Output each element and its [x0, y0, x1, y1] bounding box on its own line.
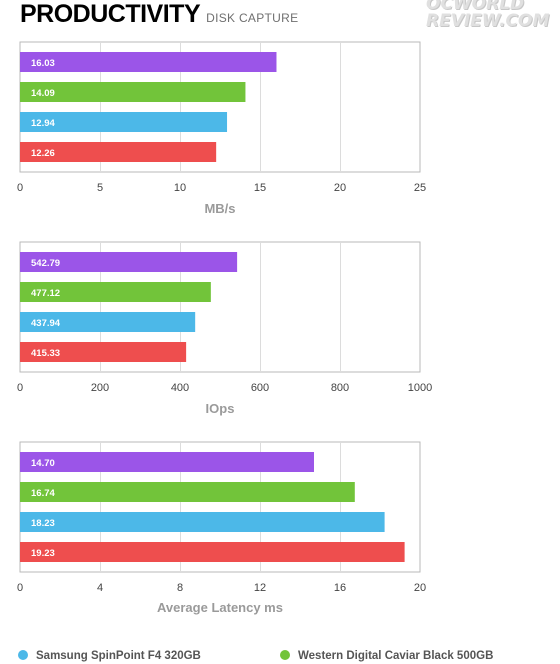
chart-2-tick-label: 800	[331, 382, 349, 394]
chart-1-bar	[20, 142, 217, 162]
chart-3-bar	[20, 452, 314, 472]
chart-3-bar-value-label: 14.70	[31, 458, 55, 469]
chart-1-bar	[20, 52, 277, 72]
legend-label-wd: Western Digital Caviar Black 500GB	[298, 650, 494, 662]
chart-1-bar-value-label: 12.26	[31, 148, 55, 159]
chart-1-tick-label: 0	[17, 182, 23, 194]
chart-2-bar	[20, 252, 238, 272]
chart-1-bar	[20, 112, 228, 132]
chart-header: PRODUCTIVITY DISK CAPTURE	[20, 0, 298, 30]
chart-2-bar-value-label: 477.12	[31, 288, 60, 299]
chart-2-bar-value-label: 542.79	[31, 258, 60, 269]
chart-2-tick-label: 400	[171, 382, 189, 394]
chart-3-tick-label: 4	[97, 582, 103, 594]
chart-3-bar	[20, 542, 405, 562]
chart-2-tick-label: 0	[17, 382, 23, 394]
legend-swatch-wd	[280, 650, 290, 660]
legend-item-wd: Western Digital Caviar Black 500GB	[280, 650, 493, 662]
legend: Samsung SpinPoint F4 320GB Western Digit…	[18, 650, 558, 664]
chart-1-tick-label: 5	[97, 182, 103, 194]
chart-2-bar-value-label: 415.33	[31, 348, 60, 359]
chart-1-tick-label: 25	[414, 182, 426, 194]
chart-3-axis-label: Average Latency ms	[157, 600, 283, 615]
site-watermark-logo: OCWORLD REVIEW.COM	[426, 0, 556, 40]
legend-label-samsung: Samsung SpinPoint F4 320GB	[36, 650, 201, 662]
chart-2-tick-label: 1000	[408, 382, 432, 394]
chart-3-bar-value-label: 18.23	[31, 518, 55, 529]
chart-2-bar	[20, 312, 196, 332]
chart-2-bar	[20, 282, 211, 302]
chart-2-axis-label: IOps	[206, 401, 235, 416]
chart-1-bar-value-label: 12.94	[31, 118, 55, 129]
chart-3-tick-label: 0	[17, 582, 23, 594]
page-title: PRODUCTIVITY	[20, 0, 201, 28]
page-subtitle: DISK CAPTURE	[206, 11, 299, 25]
chart-3-tick-label: 12	[254, 582, 266, 594]
chart-3-bar	[20, 512, 385, 532]
chart-1-bar	[20, 82, 246, 102]
chart-1-bar-value-label: 16.03	[31, 58, 55, 69]
chart-2-bar-value-label: 437.94	[31, 318, 61, 329]
chart-1-bar-value-label: 14.09	[31, 88, 55, 99]
chart-3-tick-label: 16	[334, 582, 346, 594]
legend-swatch-samsung	[18, 650, 28, 660]
legend-item-samsung: Samsung SpinPoint F4 320GB	[18, 650, 201, 662]
chart-2-tick-label: 200	[91, 382, 109, 394]
chart-1-tick-label: 20	[334, 182, 346, 194]
watermark-top-text: OCWORLD	[426, 0, 525, 14]
chart-3-bar-value-label: 19.23	[31, 548, 55, 559]
chart-3-tick-label: 8	[177, 582, 183, 594]
chart-3-bar-value-label: 16.74	[31, 488, 55, 499]
chart-2-bar	[20, 342, 187, 362]
chart-2-tick-label: 600	[251, 382, 269, 394]
watermark-bottom-text: REVIEW.COM	[426, 11, 550, 31]
chart-1-tick-label: 10	[174, 182, 186, 194]
chart-1-axis-label: MB/s	[204, 201, 235, 216]
chart-1-tick-label: 15	[254, 182, 266, 194]
chart-3-tick-label: 20	[414, 582, 426, 594]
chart-3-bar	[20, 482, 355, 502]
